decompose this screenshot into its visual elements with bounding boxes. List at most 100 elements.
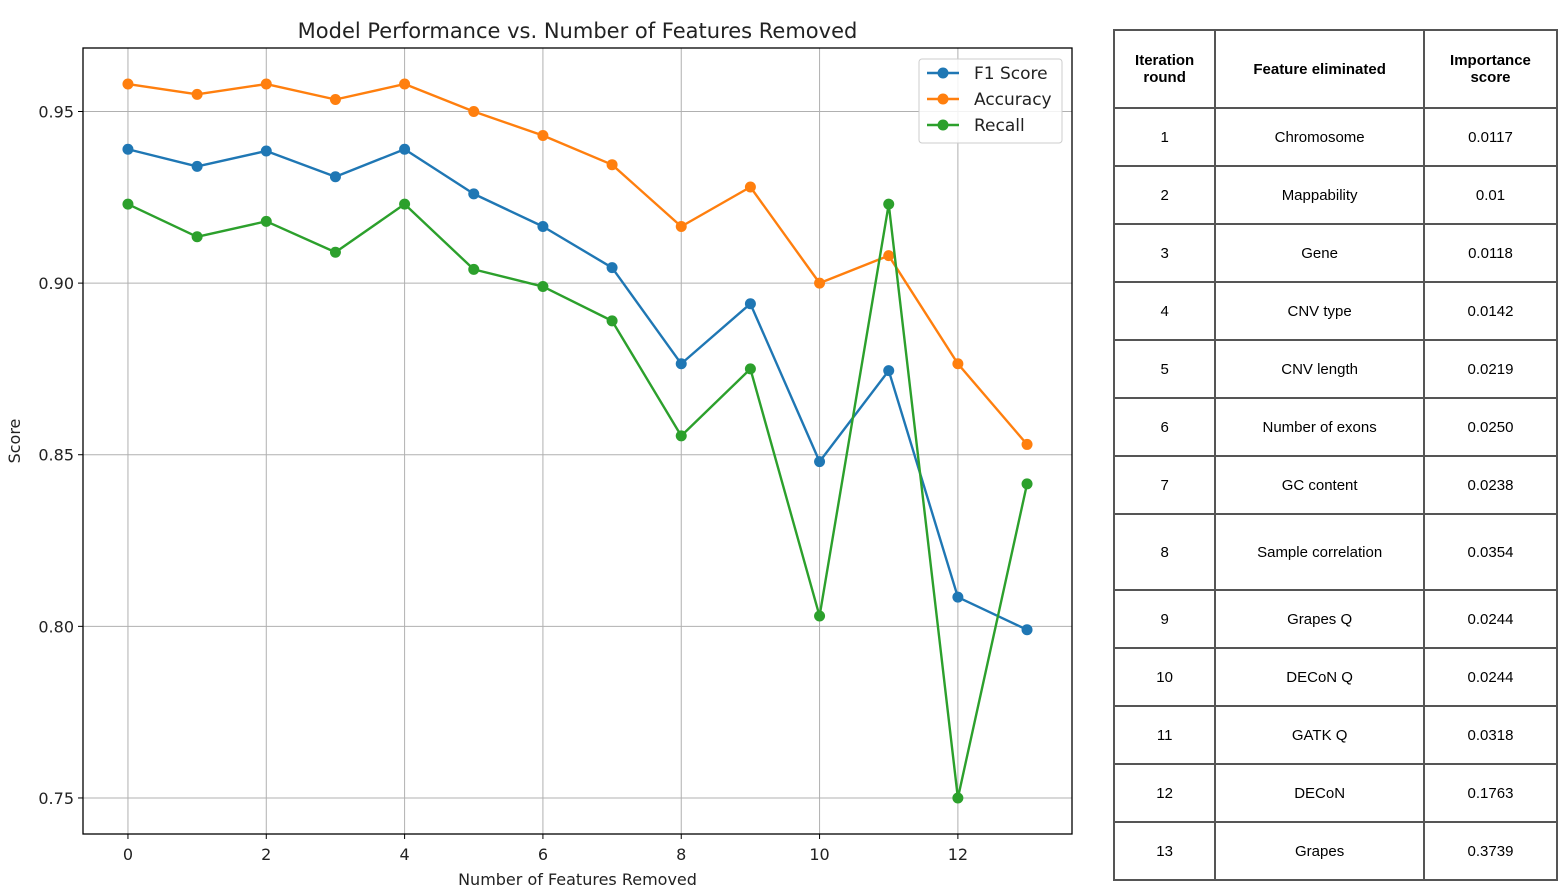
cell-iteration-round: 4: [1112, 281, 1217, 341]
cell-importance-score: 0.0318: [1422, 705, 1559, 765]
cell-importance-score: 0.0238: [1422, 455, 1559, 515]
data-point: [191, 160, 203, 172]
plot-frame: [82, 47, 1073, 835]
legend-label: Accuracy: [974, 90, 1052, 110]
x-tick-label: 4: [400, 845, 410, 864]
data-point: [122, 198, 134, 210]
data-point: [537, 281, 549, 293]
table-row: 5 CNV length 0.0219: [1112, 339, 1559, 399]
data-point: [329, 93, 341, 105]
table-row: 6 Number of exons 0.0250: [1112, 397, 1559, 457]
data-point: [260, 145, 272, 157]
data-point: [399, 143, 411, 155]
table-row: 8 Sample correlation 0.0354: [1112, 513, 1559, 591]
cell-iteration-round: 1: [1112, 107, 1217, 167]
table-row: 13 Grapes 0.3739: [1112, 821, 1559, 881]
cell-feature-eliminated: DECoN Q: [1214, 647, 1425, 707]
cell-feature-eliminated: CNV type: [1214, 281, 1425, 341]
cell-feature-eliminated: GC content: [1214, 455, 1425, 515]
data-point: [675, 358, 687, 370]
data-point: [814, 277, 826, 289]
cell-feature-eliminated: Gene: [1214, 223, 1425, 283]
data-point: [191, 88, 203, 100]
cell-iteration-round: 6: [1112, 397, 1217, 457]
data-point: [468, 188, 480, 200]
header-importance-score: Importance score: [1422, 29, 1559, 109]
legend-label: F1 Score: [974, 64, 1048, 84]
x-tick-label: 10: [809, 845, 829, 864]
table-row: 4 CNV type 0.0142: [1112, 281, 1559, 341]
cell-importance-score: 0.0117: [1422, 107, 1559, 167]
y-tick-label: 0.85: [38, 446, 74, 465]
cell-iteration-round: 5: [1112, 339, 1217, 399]
cell-importance-score: 0.0354: [1422, 513, 1559, 591]
data-point: [606, 262, 618, 274]
data-point: [814, 456, 826, 468]
data-point: [952, 358, 964, 370]
table-row: 1 Chromosome 0.0117: [1112, 107, 1559, 167]
data-point: [744, 298, 756, 310]
header-iteration-round: Iteration round: [1112, 29, 1217, 109]
data-point: [1021, 624, 1033, 636]
data-point: [260, 215, 272, 227]
y-tick-label: 0.90: [38, 274, 74, 293]
header-iteration-round-line1: Iteration: [1135, 52, 1195, 69]
cell-feature-eliminated: CNV length: [1214, 339, 1425, 399]
chart-svg: 0 2 4 6 8 10 12 0.75 0.80 0.85 0.90 0.95 Model Perfo…: [5, 19, 1073, 889]
data-point: [606, 315, 618, 327]
cell-feature-eliminated: Chromosome: [1214, 107, 1425, 167]
series-line-accuracy: [127, 82, 1028, 446]
cell-feature-eliminated: Mappability: [1214, 165, 1425, 225]
x-tick-label: 8: [676, 845, 686, 864]
data-point: [329, 171, 341, 183]
cell-iteration-round: 7: [1112, 455, 1217, 515]
data-point: [952, 591, 964, 603]
header-feature-eliminated: Feature eliminated: [1214, 29, 1425, 109]
data-point: [468, 263, 480, 275]
data-point: [329, 246, 341, 258]
data-point: [260, 78, 272, 90]
feature-elimination-table-container: Iteration round Feature eliminated Impor…: [1112, 29, 1559, 881]
x-axis-label: Number of Features Removed: [458, 870, 697, 889]
legend-marker: [937, 93, 949, 105]
table-row: 9 Grapes Q 0.0244: [1112, 589, 1559, 649]
cell-importance-score: 0.0219: [1422, 339, 1559, 399]
data-point: [675, 430, 687, 442]
x-tick-label: 0: [123, 845, 133, 864]
cell-feature-eliminated: Number of exons: [1214, 397, 1425, 457]
data-point: [537, 220, 549, 232]
table-body: 1 Chromosome 0.0117 2 Mappability 0.01 3 Gene 0.…: [1112, 107, 1559, 881]
header-importance-score-line2: score: [1470, 69, 1511, 86]
cell-importance-score: 0.0244: [1422, 589, 1559, 649]
data-point: [744, 181, 756, 193]
data-point: [883, 198, 895, 210]
cell-iteration-round: 9: [1112, 589, 1217, 649]
cell-iteration-round: 12: [1112, 763, 1217, 823]
cell-iteration-round: 8: [1112, 513, 1217, 591]
data-point: [122, 143, 134, 155]
y-tick-label: 0.75: [38, 789, 74, 808]
x-tick-label: 12: [948, 845, 968, 864]
legend-box: [918, 58, 1063, 144]
legend-marker: [937, 67, 949, 79]
data-point: [537, 130, 549, 142]
legend-label: Recall: [974, 116, 1025, 136]
cell-importance-score: 0.1763: [1422, 763, 1559, 823]
table-row: 2 Mappability 0.01: [1112, 165, 1559, 225]
y-axis-label: Score: [5, 419, 24, 464]
data-point: [675, 220, 687, 232]
cell-importance-score: 0.3739: [1422, 821, 1559, 881]
header-importance-score-line1: Importance: [1450, 52, 1531, 69]
cell-iteration-round: 2: [1112, 165, 1217, 225]
data-point: [1021, 438, 1033, 450]
table-row: 12 DECoN 0.1763: [1112, 763, 1559, 823]
cell-iteration-round: 10: [1112, 647, 1217, 707]
cell-importance-score: 0.0244: [1422, 647, 1559, 707]
data-point: [191, 231, 203, 243]
data-point: [814, 610, 826, 622]
header-iteration-round-line2: round: [1143, 69, 1186, 86]
cell-importance-score: 0.01: [1422, 165, 1559, 225]
data-point: [883, 365, 895, 377]
y-tick-label: 0.80: [38, 617, 74, 636]
data-point: [606, 159, 618, 171]
